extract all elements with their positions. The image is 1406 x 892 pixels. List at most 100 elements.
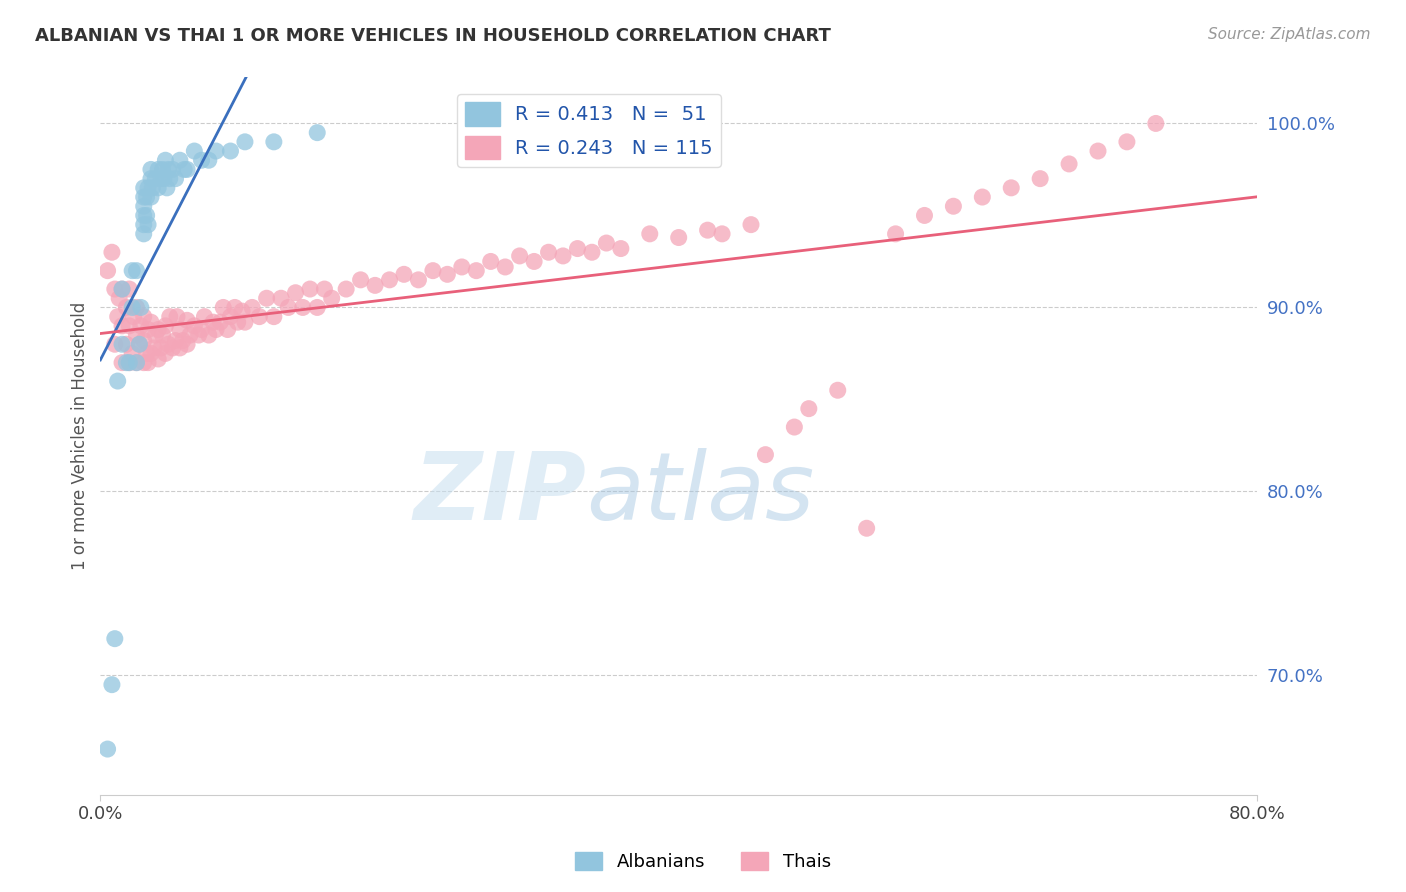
Point [364, 278, 387, 293]
Point [135, 190, 157, 204]
Point [139, 190, 162, 204]
Point [307, 126, 329, 140]
Point [108, 291, 131, 305]
Point [165, 171, 187, 186]
Legend: R = 0.413   N =  51, R = 0.243   N = 115: R = 0.413 N = 51, R = 0.243 N = 115 [457, 95, 721, 167]
Point [141, 181, 163, 195]
Point [219, 144, 242, 158]
Point [132, 334, 155, 348]
Point [101, 245, 124, 260]
Point [224, 301, 246, 315]
Point [321, 291, 343, 305]
Point [125, 301, 148, 315]
Point [307, 301, 329, 315]
Text: Source: ZipAtlas.com: Source: ZipAtlas.com [1208, 27, 1371, 42]
Point [537, 245, 560, 260]
Point [190, 322, 212, 336]
Point [797, 401, 820, 416]
Point [581, 245, 603, 260]
Point [209, 315, 232, 329]
Point [197, 328, 219, 343]
Point [156, 181, 179, 195]
Point [111, 356, 134, 370]
Point [827, 384, 849, 398]
Point [212, 301, 235, 315]
Point [136, 218, 159, 232]
Point [143, 171, 166, 186]
Point [107, 374, 129, 388]
Point [291, 301, 314, 315]
Point [1144, 116, 1167, 130]
Point [121, 263, 143, 277]
Point [125, 328, 148, 343]
Point [176, 162, 198, 177]
Point [205, 144, 228, 158]
Point [125, 263, 148, 277]
Point [104, 337, 127, 351]
Point [115, 301, 138, 315]
Point [392, 268, 415, 282]
Point [132, 218, 155, 232]
Point [118, 356, 141, 370]
Legend: Albanians, Thais: Albanians, Thais [568, 845, 838, 879]
Point [1116, 135, 1139, 149]
Point [166, 310, 188, 324]
Point [136, 356, 159, 370]
Point [132, 209, 155, 223]
Point [139, 162, 162, 177]
Point [187, 328, 209, 343]
Point [135, 209, 157, 223]
Point [101, 678, 124, 692]
Point [914, 209, 936, 223]
Point [172, 334, 194, 348]
Point [155, 346, 177, 360]
Point [148, 181, 170, 195]
Point [231, 304, 253, 318]
Point [132, 190, 155, 204]
Point [152, 162, 174, 177]
Point [335, 282, 357, 296]
Point [132, 356, 155, 370]
Point [115, 356, 138, 370]
Point [176, 337, 198, 351]
Text: atlas: atlas [586, 448, 814, 539]
Point [1000, 181, 1022, 195]
Point [148, 322, 170, 336]
Point [122, 310, 145, 324]
Text: ALBANIAN VS THAI 1 OR MORE VEHICLES IN HOUSEHOLD CORRELATION CHART: ALBANIAN VS THAI 1 OR MORE VEHICLES IN H… [35, 27, 831, 45]
Point [284, 285, 307, 300]
Point [115, 337, 138, 351]
Point [139, 171, 162, 186]
Point [247, 310, 270, 324]
Point [132, 199, 155, 213]
Point [104, 282, 127, 296]
Point [142, 341, 165, 355]
Point [111, 337, 134, 351]
Point [159, 171, 181, 186]
Point [111, 282, 134, 296]
Point [183, 318, 205, 333]
Point [711, 227, 734, 241]
Point [155, 153, 177, 168]
Point [129, 318, 152, 333]
Point [226, 315, 249, 329]
Point [638, 227, 661, 241]
Point [159, 310, 181, 324]
Point [97, 742, 120, 756]
Point [139, 315, 162, 329]
Point [1057, 157, 1080, 171]
Point [202, 315, 225, 329]
Point [972, 190, 994, 204]
Point [125, 356, 148, 370]
Point [183, 144, 205, 158]
Point [205, 322, 228, 336]
Point [595, 235, 617, 250]
Point [121, 346, 143, 360]
Point [135, 346, 157, 360]
Point [314, 282, 336, 296]
Point [1029, 171, 1052, 186]
Point [193, 310, 215, 324]
Point [298, 282, 321, 296]
Point [128, 337, 150, 351]
Point [125, 356, 148, 370]
